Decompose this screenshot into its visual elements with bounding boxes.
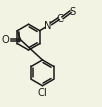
- Text: O: O: [2, 35, 9, 45]
- Text: S: S: [69, 7, 76, 17]
- Text: C: C: [56, 14, 63, 24]
- Text: N: N: [44, 21, 51, 31]
- Text: Cl: Cl: [38, 88, 47, 98]
